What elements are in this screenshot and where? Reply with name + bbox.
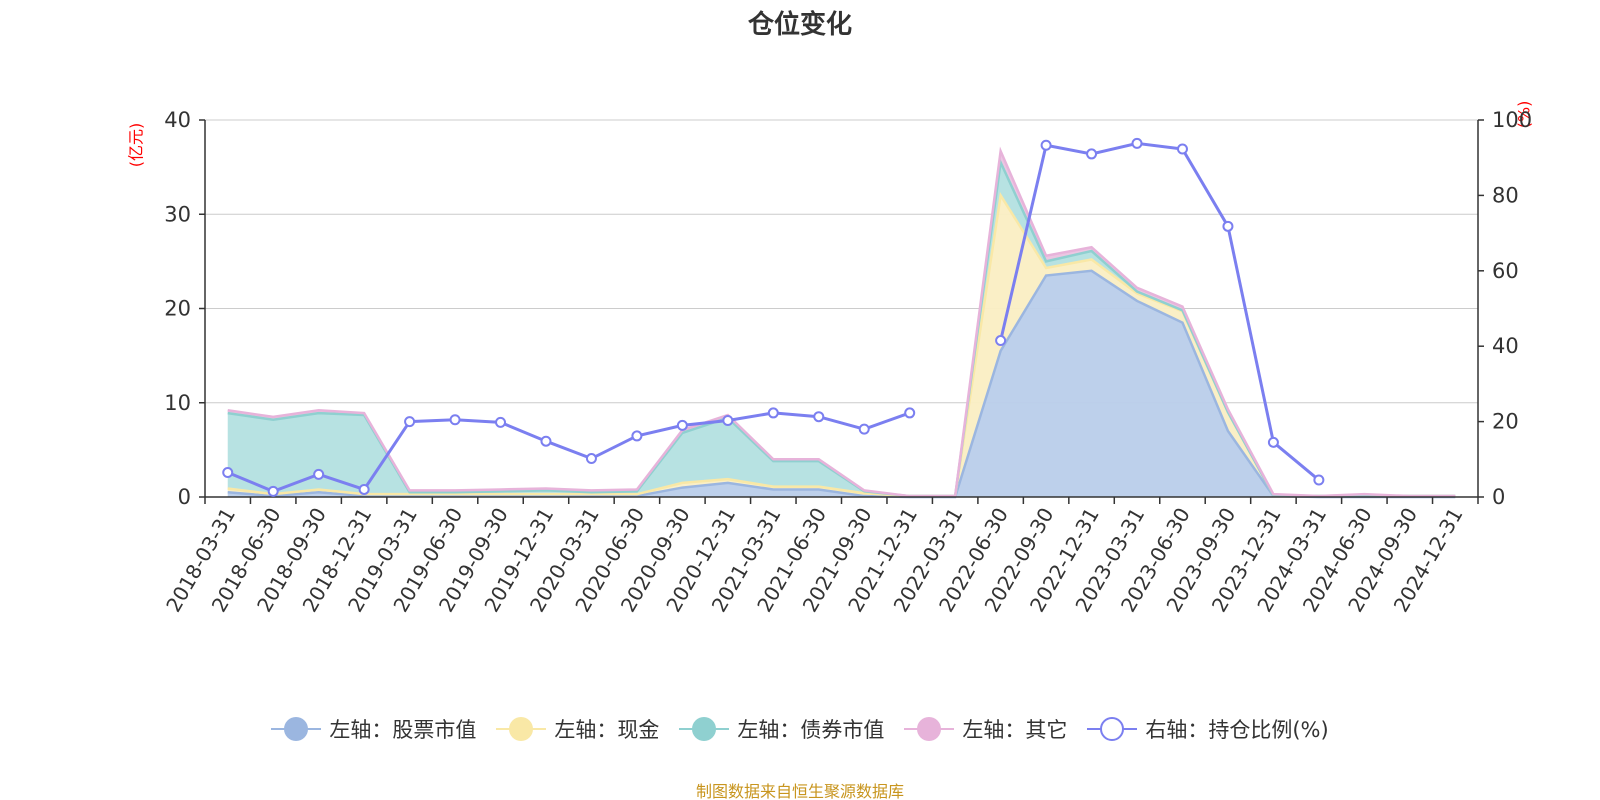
area-1 bbox=[227, 195, 1456, 497]
ratio-point bbox=[1267, 436, 1279, 448]
ratio-point bbox=[222, 466, 234, 478]
legend-stock-icon bbox=[271, 717, 322, 741]
legend-item-stock[interactable]: 左轴：股票市值 bbox=[271, 714, 476, 744]
legend: 左轴：股票市值 左轴：现金 左轴：债券市值 左轴：其它 bbox=[0, 714, 1600, 744]
legend-label: 左轴：现金 bbox=[554, 718, 660, 742]
ratio-point bbox=[404, 416, 416, 428]
legend-item-cash[interactable]: 左轴：现金 bbox=[496, 714, 659, 744]
legend-label: 左轴：其它 bbox=[962, 718, 1068, 742]
ratio-point bbox=[358, 483, 370, 495]
left-tick-label: 0 bbox=[178, 485, 191, 509]
left-tick-label: 40 bbox=[164, 108, 191, 132]
right-tick-label: 40 bbox=[1492, 334, 1519, 358]
ratio-point bbox=[495, 416, 507, 428]
ratio-line bbox=[999, 141, 1320, 482]
chart-title: 仓位变化 bbox=[747, 10, 852, 40]
chart-plot: 0102030400204060801002018-03-312018-06-3… bbox=[161, 108, 1532, 616]
right-tick-label: 20 bbox=[1492, 410, 1519, 434]
ratio-point bbox=[267, 485, 279, 497]
ratio-point bbox=[722, 414, 734, 426]
legend-item-ratio[interactable]: 右轴：持仓比例(%) bbox=[1087, 714, 1329, 744]
ratio-point bbox=[540, 435, 552, 447]
ratio-point bbox=[1086, 148, 1098, 160]
left-tick-label: 10 bbox=[164, 391, 191, 415]
ratio-point bbox=[1222, 220, 1234, 232]
legend-label: 右轴：持仓比例(%) bbox=[1145, 718, 1329, 742]
ratio-point bbox=[813, 411, 825, 423]
area-2 bbox=[227, 162, 1456, 497]
ratio-point bbox=[1131, 137, 1143, 149]
left-tick-label: 20 bbox=[164, 297, 191, 321]
ratio-point bbox=[313, 468, 325, 480]
area-line-3 bbox=[227, 146, 1456, 498]
left-tick-label: 30 bbox=[164, 202, 191, 226]
ratio-point bbox=[995, 335, 1007, 347]
legend-item-other[interactable]: 左轴：其它 bbox=[904, 714, 1067, 744]
legend-ratio-icon bbox=[1087, 717, 1138, 741]
right-tick-label: 0 bbox=[1492, 485, 1505, 509]
legend-other-icon bbox=[904, 717, 955, 741]
ratio-point bbox=[631, 430, 643, 442]
legend-item-bond[interactable]: 左轴：债券市值 bbox=[679, 714, 884, 744]
area-line-0 bbox=[227, 269, 1456, 499]
data-source-note: 制图数据来自恒生聚源数据库 bbox=[695, 782, 904, 800]
area-0 bbox=[227, 270, 1456, 497]
right-tick-label: 100 bbox=[1492, 108, 1532, 132]
legend-bond-icon bbox=[679, 717, 730, 741]
ratio-point bbox=[1176, 143, 1188, 155]
right-tick-label: 60 bbox=[1492, 259, 1519, 283]
ratio-point bbox=[858, 423, 870, 435]
legend-label: 左轴：股票市值 bbox=[329, 718, 477, 742]
ratio-point bbox=[676, 419, 688, 431]
ratio-point bbox=[1313, 474, 1325, 486]
ratio-point bbox=[449, 414, 461, 426]
ratio-point bbox=[904, 407, 916, 419]
ratio-point bbox=[585, 453, 597, 465]
ratio-point bbox=[1040, 139, 1052, 151]
legend-label: 左轴：债券市值 bbox=[737, 718, 885, 742]
area-line-1 bbox=[227, 191, 1456, 498]
ratio-point bbox=[767, 407, 779, 419]
right-tick-label: 80 bbox=[1492, 183, 1519, 207]
ratio-line bbox=[227, 411, 911, 493]
legend-cash-icon bbox=[496, 717, 547, 741]
